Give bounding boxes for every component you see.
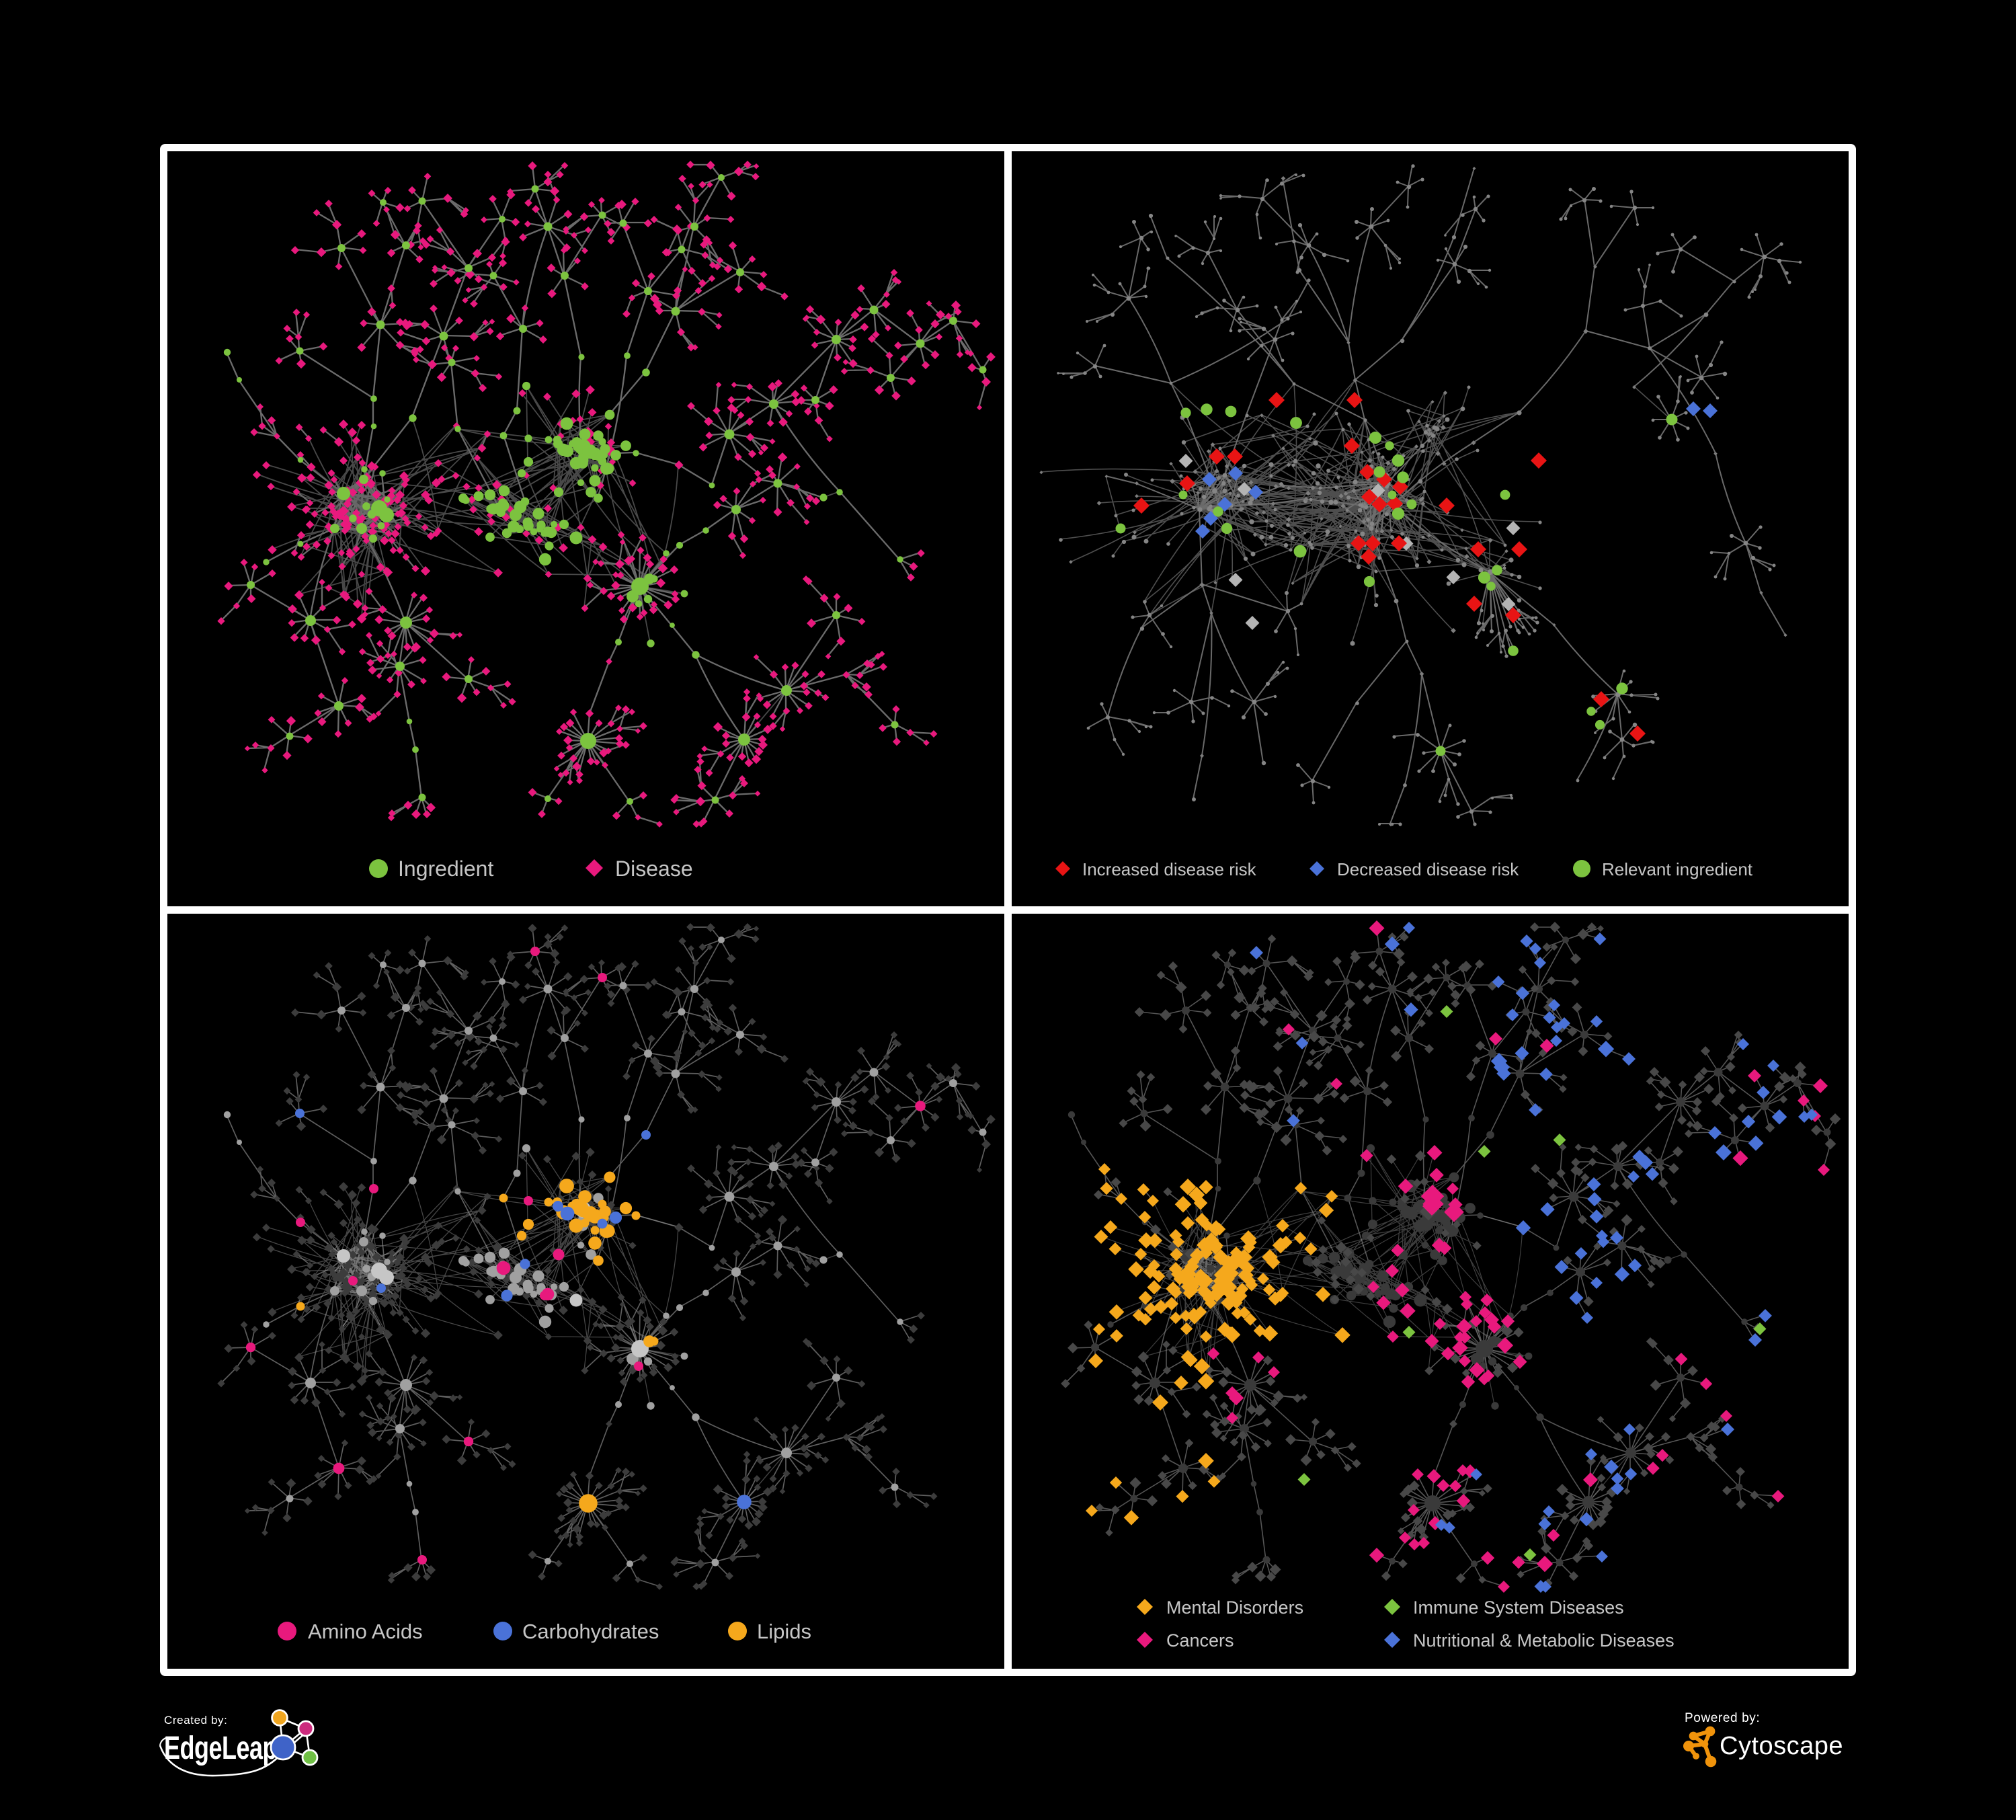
svg-text:Immune System Diseases: Immune System Diseases	[1413, 1597, 1624, 1618]
svg-text:Decreased disease risk: Decreased disease risk	[1337, 859, 1519, 879]
svg-text:Mental Disorders: Mental Disorders	[1166, 1597, 1303, 1618]
svg-text:Cancers: Cancers	[1166, 1630, 1234, 1651]
svg-text:Carbohydrates: Carbohydrates	[522, 1620, 659, 1643]
svg-text:Increased disease risk: Increased disease risk	[1082, 859, 1257, 879]
svg-text:Disease: Disease	[615, 857, 693, 881]
svg-text:Lipids: Lipids	[757, 1620, 811, 1643]
svg-text:Nutritional & Metabolic Diseas: Nutritional & Metabolic Diseases	[1413, 1630, 1675, 1651]
svg-text:Ingredient: Ingredient	[398, 857, 493, 881]
svg-text:Amino Acids: Amino Acids	[308, 1620, 423, 1643]
svg-text:Relevant ingredient: Relevant ingredient	[1602, 859, 1753, 879]
